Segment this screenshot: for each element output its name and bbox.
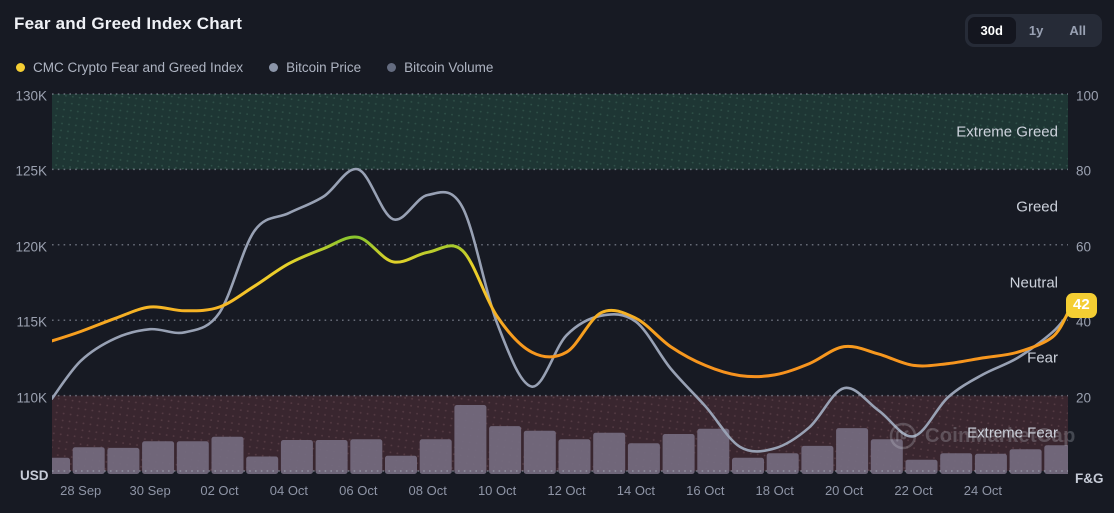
volume-bar — [801, 445, 834, 474]
legend-dot-icon — [387, 63, 397, 72]
volume-bar — [974, 453, 1007, 474]
volume-bar — [662, 434, 695, 474]
volume-bar — [454, 405, 487, 474]
legend: CMC Crypto Fear and Greed Index Bitcoin … — [16, 60, 493, 75]
volume-bar — [905, 459, 938, 474]
date-tick-04-Oct: 04 Oct — [269, 483, 309, 498]
fg-tick-100: 100 — [1076, 88, 1099, 104]
watermark: CoinMarketCap — [888, 421, 1076, 451]
date-tick-10-Oct: 10 Oct — [477, 483, 517, 498]
legend-label: Bitcoin Volume — [404, 60, 494, 75]
usd-tick-115K: 115K — [16, 314, 47, 330]
date-tick-08-Oct: 08 Oct — [408, 483, 447, 498]
volume-bar — [697, 428, 730, 474]
legend-dot-icon — [16, 63, 25, 72]
date-tick-22-Oct: 22 Oct — [894, 483, 933, 498]
volume-bar — [419, 439, 452, 474]
volume-bar — [627, 443, 660, 474]
date-tick-20-Oct: 20 Oct — [824, 483, 864, 498]
legend-dot-icon — [269, 63, 279, 72]
date-tick-16-Oct: 16 Oct — [686, 483, 725, 498]
date-tick-28-Sep: 28 Sep — [60, 483, 102, 498]
date-tick-02-Oct: 02 Oct — [200, 483, 239, 498]
date-tick-18-Oct: 18 Oct — [755, 483, 794, 498]
volume-bar — [836, 428, 869, 474]
volume-bar — [385, 455, 417, 474]
volume-bar — [1009, 449, 1042, 474]
zone-label-extreme-greed: Extreme Greed — [956, 123, 1058, 141]
watermark-text: CoinMarketCap — [925, 424, 1076, 447]
date-tick-14-Oct: 14 Oct — [616, 483, 656, 498]
legend-item-bitcoin-volume[interactable]: Bitcoin Volume — [387, 60, 493, 75]
range-1y-button[interactable]: 1y — [1016, 17, 1056, 44]
volume-bar — [766, 453, 799, 474]
legend-item-fear-greed-index[interactable]: CMC Crypto Fear and Greed Index — [16, 60, 243, 75]
zone-label-greed: Greed — [1016, 198, 1058, 216]
volume-bar — [1044, 445, 1068, 474]
volume-bar — [280, 440, 313, 474]
date-tick-24-Oct: 24 Oct — [963, 483, 1003, 498]
volume-bar — [211, 436, 244, 474]
fg-tick-40: 40 — [1076, 314, 1092, 330]
date-tick-30-Sep: 30 Sep — [129, 483, 171, 498]
page-title: Fear and Greed Index Chart — [14, 14, 243, 33]
fg-axis-unit: F&G — [1075, 471, 1104, 486]
volume-bar — [558, 439, 591, 474]
zone-label-extreme-fear: Extreme Fear — [967, 424, 1058, 442]
usd-tick-125K: 125K — [15, 163, 47, 179]
legend-label: Bitcoin Price — [286, 60, 362, 75]
coinmarketcap-logo-icon — [889, 422, 917, 450]
range-all-button[interactable]: All — [1056, 17, 1099, 44]
range-30d-button[interactable]: 30d — [967, 17, 1016, 44]
volume-bar — [107, 447, 140, 474]
fg-tick-80: 80 — [1076, 163, 1092, 179]
volume-bars — [52, 405, 1068, 474]
volume-bar — [732, 457, 764, 474]
fg-tick-20: 20 — [1076, 390, 1092, 406]
legend-item-bitcoin-price[interactable]: Bitcoin Price — [269, 60, 361, 75]
volume-bar — [72, 447, 105, 474]
volume-bar — [350, 439, 383, 474]
usd-tick-120K: 120K — [15, 239, 47, 255]
volume-bar — [593, 432, 626, 474]
usd-axis-unit: USD — [20, 468, 49, 483]
usd-tick-110K: 110K — [16, 390, 47, 406]
date-tick-12-Oct: 12 Oct — [547, 483, 586, 498]
volume-bar — [940, 453, 973, 474]
usd-tick-130K: 130K — [15, 88, 47, 104]
volume-bar — [489, 426, 522, 474]
volume-bar — [870, 439, 903, 474]
volume-bar — [523, 430, 556, 474]
range-selector: 30d 1y All — [964, 14, 1102, 47]
volume-bar — [142, 441, 175, 474]
zone-label-fear: Fear — [1027, 349, 1058, 367]
legend-label: CMC Crypto Fear and Greed Index — [33, 60, 244, 75]
current-value-badge: 42 — [1066, 293, 1097, 318]
zone-band-texture — [52, 94, 1068, 170]
volume-bar — [315, 440, 348, 474]
volume-bar — [52, 457, 70, 474]
bitcoin-price-line — [52, 167, 1068, 453]
zone-label-neutral: Neutral — [1009, 274, 1058, 291]
fear-greed-index-line — [52, 235, 1068, 379]
date-tick-06-Oct: 06 Oct — [339, 483, 378, 498]
fg-tick-60: 60 — [1076, 239, 1092, 255]
volume-bar — [176, 441, 209, 474]
volume-bar — [246, 456, 279, 474]
